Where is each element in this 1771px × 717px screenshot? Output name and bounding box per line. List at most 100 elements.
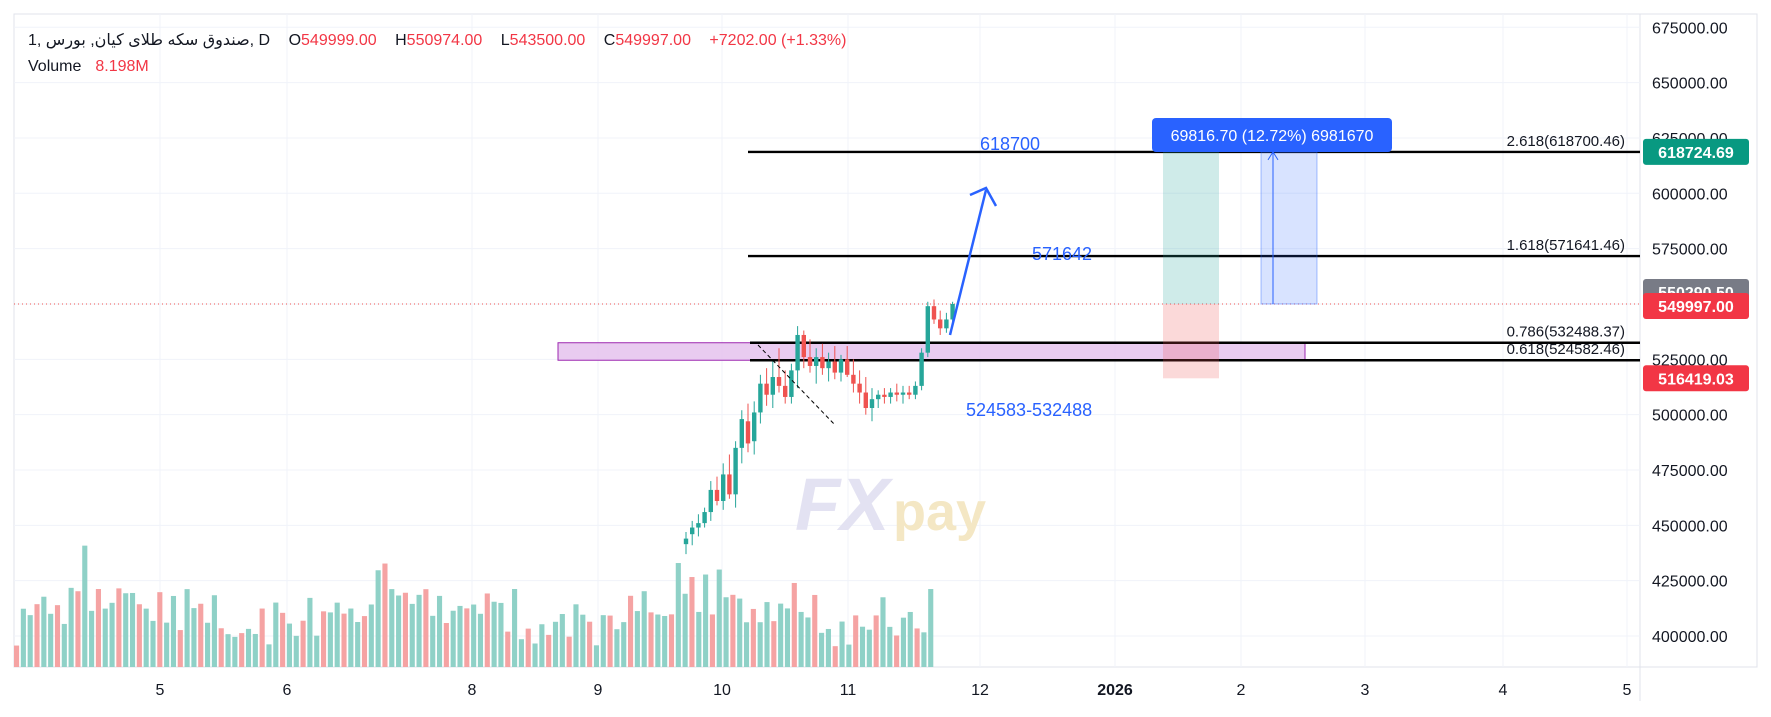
- candle-body: [931, 306, 937, 320]
- volume-bar: [48, 613, 54, 667]
- volume-bar: [771, 621, 777, 667]
- volume-bar: [921, 632, 927, 667]
- candle-body: [789, 370, 794, 397]
- volume-bar: [327, 612, 333, 667]
- annotation-target-1: 618700: [980, 134, 1040, 154]
- volume-bar: [539, 624, 545, 667]
- y-tick-label: 575000.00: [1652, 242, 1728, 259]
- volume-bar: [164, 622, 170, 667]
- volume-bar: [764, 602, 770, 667]
- volume-bar: [819, 632, 825, 667]
- y-tick-label: 475000.00: [1652, 463, 1728, 480]
- volume-bar: [894, 635, 900, 667]
- volume-bar: [846, 644, 852, 667]
- candle-body: [900, 392, 906, 395]
- volume-bar: [321, 611, 327, 667]
- volume-bar: [136, 604, 142, 667]
- candle-body: [820, 357, 825, 369]
- candle-body: [925, 306, 930, 353]
- x-tick-label: 8: [468, 682, 477, 699]
- volume-bar: [682, 593, 688, 667]
- volume-bar: [709, 614, 715, 667]
- volume-bar: [750, 608, 756, 667]
- volume-bar: [805, 617, 811, 667]
- legend-count: 1: [28, 32, 37, 49]
- legend-interval: D: [258, 32, 271, 49]
- volume-bar: [177, 630, 183, 667]
- volume-bar: [696, 611, 702, 667]
- candle-body: [683, 538, 689, 545]
- candle-body: [857, 383, 862, 393]
- x-tick-label: 3: [1361, 682, 1370, 699]
- volume-bar: [471, 604, 477, 667]
- candle-body: [950, 303, 955, 320]
- x-tick-label: 9: [594, 682, 603, 699]
- volume-bar: [436, 595, 443, 667]
- x-tick-label: 12: [971, 682, 989, 699]
- price-tag-last: 549997.00: [1658, 299, 1734, 316]
- volume-bar: [266, 644, 272, 667]
- price-tag-last-bg: [1643, 292, 1749, 319]
- volume-bar: [389, 589, 395, 667]
- fib-label: 2.618(618700.46): [1507, 133, 1625, 150]
- x-tick-label: 10: [713, 682, 731, 699]
- volume-bar: [477, 613, 484, 667]
- annotation-zone: 524583-532488: [966, 400, 1092, 420]
- volume-bar: [280, 612, 286, 667]
- legend-open: 549999.00: [301, 32, 377, 49]
- candle-body: [733, 447, 738, 495]
- volume-bar: [464, 608, 470, 667]
- volume-bar: [812, 594, 818, 667]
- volume-bar: [41, 596, 47, 667]
- x-tick-label: 4: [1499, 682, 1508, 699]
- candle-body: [919, 352, 924, 386]
- volume-bar: [546, 634, 552, 667]
- volume-bar: [102, 608, 108, 667]
- volume-bar: [825, 628, 831, 667]
- volume-bar: [784, 608, 791, 667]
- candle-body: [714, 489, 720, 501]
- candle-body: [770, 377, 775, 395]
- volume-bar: [832, 646, 838, 667]
- volume-bar: [600, 615, 606, 667]
- candle-body: [795, 334, 800, 371]
- candle-body: [776, 377, 782, 386]
- candle-body: [938, 319, 943, 329]
- volume-bar: [368, 604, 374, 667]
- volume-bar: [409, 603, 415, 667]
- volume-bar: [382, 563, 388, 667]
- candle-body: [727, 474, 732, 495]
- candle-body: [944, 319, 949, 329]
- x-tick-label: 2026: [1097, 682, 1133, 699]
- volume-bar: [109, 602, 115, 667]
- candle-body: [739, 419, 744, 448]
- volume-bar: [157, 592, 163, 667]
- volume-bar: [512, 589, 518, 667]
- volume-bar: [341, 613, 347, 667]
- volume-bar: [491, 601, 497, 667]
- fib-label: 0.786(532488.37): [1507, 324, 1625, 341]
- volume-bar: [205, 622, 211, 667]
- x-tick-label: 5: [1623, 682, 1632, 699]
- projection-arrowhead: [969, 186, 998, 207]
- legend-volume-row: Volume 8.198M: [28, 54, 846, 80]
- legend-close: 549997.00: [615, 32, 691, 49]
- volume-bar: [914, 628, 920, 667]
- volume-bar: [593, 645, 600, 667]
- price-tag-fib-top-bg: [1643, 138, 1749, 165]
- volume-bar: [75, 591, 81, 667]
- volume-bar: [307, 597, 313, 667]
- legend-volume-label: Volume: [28, 58, 82, 75]
- volume-bar: [89, 610, 95, 667]
- volume-bar: [416, 594, 422, 667]
- chart-legend: 1, صندوق سکه طلای کیان, بورس, D O549999.…: [28, 28, 846, 80]
- volume-bar: [20, 608, 26, 667]
- candle-body: [894, 392, 899, 395]
- candle-body: [814, 357, 819, 366]
- legend-open-label: O: [288, 32, 302, 49]
- y-tick-label: 650000.00: [1652, 76, 1728, 93]
- fib-label: 0.618(524582.46): [1507, 341, 1625, 358]
- legend-symbol[interactable]: صندوق سکه طلای کیان: [94, 32, 250, 49]
